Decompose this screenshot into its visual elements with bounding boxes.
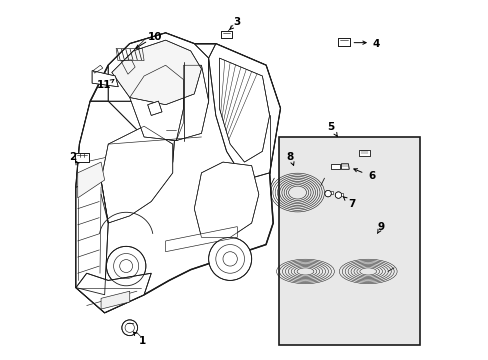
Polygon shape [112, 40, 201, 105]
Polygon shape [129, 65, 183, 140]
Polygon shape [359, 149, 369, 156]
Polygon shape [219, 58, 269, 162]
Polygon shape [208, 44, 280, 180]
Polygon shape [108, 33, 208, 140]
Text: 5: 5 [327, 122, 334, 132]
Text: 4: 4 [372, 39, 379, 49]
Text: 9: 9 [377, 222, 384, 231]
Text: 3: 3 [233, 17, 241, 27]
Polygon shape [165, 226, 237, 252]
Text: 11: 11 [97, 80, 111, 90]
Polygon shape [76, 33, 280, 313]
Polygon shape [76, 101, 176, 223]
Polygon shape [337, 39, 349, 45]
Text: 6: 6 [367, 171, 375, 181]
Circle shape [208, 237, 251, 280]
Text: 10: 10 [147, 32, 162, 41]
Text: 7: 7 [347, 199, 355, 210]
Text: 1: 1 [139, 336, 145, 346]
Polygon shape [194, 162, 258, 237]
Polygon shape [78, 162, 104, 198]
Polygon shape [330, 164, 339, 169]
Polygon shape [92, 71, 118, 87]
Polygon shape [147, 101, 162, 116]
Polygon shape [101, 291, 129, 309]
Circle shape [106, 246, 145, 286]
Polygon shape [325, 191, 333, 194]
Polygon shape [101, 126, 172, 223]
Text: 8: 8 [286, 152, 293, 162]
Polygon shape [341, 164, 348, 169]
Circle shape [324, 190, 330, 197]
Circle shape [335, 192, 341, 198]
Polygon shape [335, 193, 343, 196]
Circle shape [122, 320, 137, 336]
Polygon shape [76, 180, 108, 295]
Bar [278, 137, 419, 345]
Text: 2: 2 [69, 152, 77, 162]
Polygon shape [76, 273, 151, 313]
Polygon shape [75, 153, 88, 162]
Polygon shape [176, 65, 208, 140]
Polygon shape [221, 31, 231, 39]
